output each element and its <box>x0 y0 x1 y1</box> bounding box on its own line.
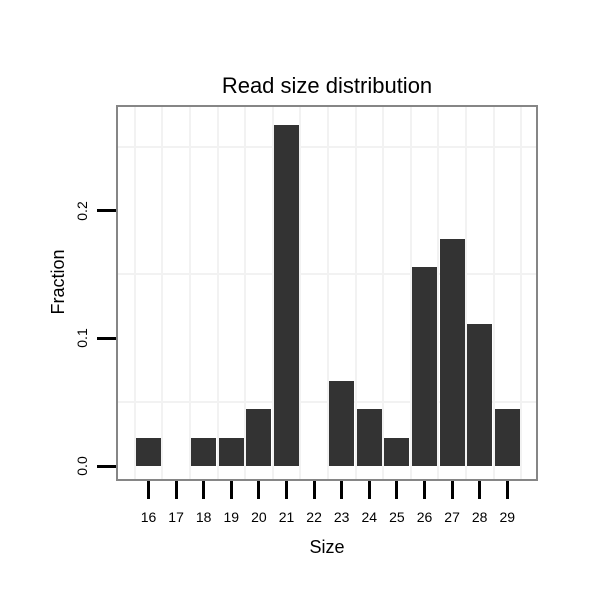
x-tick-label-23: 23 <box>333 509 350 525</box>
y-axis-title: Fraction <box>48 249 68 315</box>
x-tick-label-16: 16 <box>140 509 157 525</box>
minor-gridline-v <box>437 107 440 479</box>
x-tick-label-26: 26 <box>416 509 433 525</box>
bar-29 <box>494 409 520 467</box>
bar-19 <box>218 437 244 467</box>
bar-26 <box>412 267 437 467</box>
minor-gridline-v <box>354 107 357 479</box>
bar-18 <box>191 437 217 467</box>
x-tick-label-27: 27 <box>444 509 460 525</box>
y-tick-label-0.1: 0.1 <box>74 328 90 349</box>
minor-gridline-v <box>299 107 302 479</box>
minor-gridline-v <box>271 107 274 479</box>
bar-20 <box>246 409 272 467</box>
x-tick-label-21: 21 <box>278 509 295 525</box>
x-tick-17 <box>174 481 178 499</box>
bar-25 <box>384 437 410 467</box>
x-tick-label-25: 25 <box>389 509 405 525</box>
x-tick-21 <box>285 481 288 499</box>
minor-gridline-v <box>520 107 523 479</box>
x-tick-label-17: 17 <box>168 509 184 525</box>
minor-gridline-v <box>133 107 136 479</box>
minor-gridline-v <box>216 107 219 479</box>
minor-gridline-v <box>188 107 191 479</box>
y-tick-0.1 <box>97 336 116 340</box>
x-tick-label-19: 19 <box>223 509 240 525</box>
x-tick-24 <box>367 481 371 499</box>
bar-23 <box>329 380 355 467</box>
x-tick-label-18: 18 <box>195 509 212 525</box>
bar-24 <box>356 409 382 467</box>
plot-panel <box>116 105 538 481</box>
minor-gridline-v <box>464 107 467 479</box>
y-tick-label-0.0: 0.0 <box>74 456 90 476</box>
x-tick-label-28: 28 <box>471 509 488 525</box>
x-tick-23 <box>340 481 344 499</box>
minor-gridline-v <box>382 107 385 479</box>
bar-16 <box>136 437 161 467</box>
minor-gridline-v <box>492 107 495 479</box>
x-tick-28 <box>478 481 482 499</box>
minor-gridline-v <box>244 107 247 479</box>
chart-title: Read size distribution <box>221 73 433 98</box>
y-tick-label-0.2: 0.2 <box>74 200 90 221</box>
x-tick-20 <box>257 481 261 499</box>
x-tick-26 <box>423 481 426 499</box>
x-tick-16 <box>147 481 150 499</box>
bar-27 <box>439 238 465 467</box>
minor-gridline-v <box>409 107 412 479</box>
bar-28 <box>467 324 493 467</box>
y-tick-0.2 <box>97 209 116 213</box>
minor-gridline-v <box>326 107 329 479</box>
minor-gridline-v <box>161 107 164 479</box>
x-axis-title: Size <box>309 537 345 557</box>
bar-21 <box>274 125 299 467</box>
x-tick-label-22: 22 <box>306 509 322 525</box>
x-tick-label-29: 29 <box>499 509 516 525</box>
x-tick-18 <box>202 481 206 499</box>
x-tick-label-20: 20 <box>251 509 267 525</box>
x-tick-27 <box>450 481 454 499</box>
x-tick-19 <box>229 481 233 499</box>
x-tick-29 <box>505 481 509 499</box>
y-tick-0.0 <box>97 464 116 468</box>
x-tick-25 <box>395 481 399 499</box>
x-tick-label-24: 24 <box>361 509 378 525</box>
x-tick-22 <box>312 481 316 499</box>
